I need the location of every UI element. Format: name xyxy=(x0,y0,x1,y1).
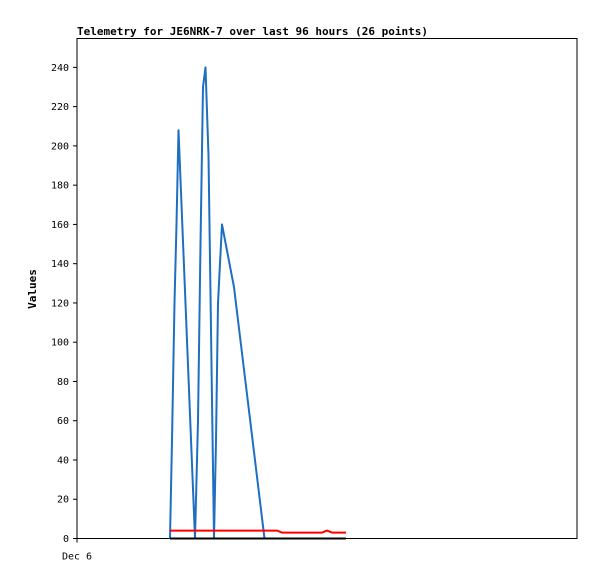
y-tick-label: 40 xyxy=(57,455,69,466)
y-axis: 0 20 40 60 80 100 120 140 160 180 200 220 240 xyxy=(51,63,77,545)
y-tick-label: 60 xyxy=(57,416,69,427)
series-line-2 xyxy=(170,529,346,534)
y-tick-label: 180 xyxy=(51,181,69,192)
y-tick-label: 80 xyxy=(57,377,69,388)
series-layer xyxy=(169,66,346,540)
y-tick-label: 120 xyxy=(51,298,69,309)
y-tick-label: 100 xyxy=(51,338,69,349)
y-tick-label: 240 xyxy=(51,63,69,74)
x-tick-label: Dec 6 xyxy=(62,552,92,563)
x-axis: Dec 6 xyxy=(62,538,92,563)
plot-frame xyxy=(76,38,578,539)
chart-title: Telemetry for JE6NRK-7 over last 96 hour… xyxy=(77,25,428,38)
y-axis-label: Values xyxy=(26,269,39,309)
y-tick-label: 0 xyxy=(63,534,69,545)
y-tick-label: 20 xyxy=(57,495,69,506)
y-tick-label: 200 xyxy=(51,141,69,152)
y-tick-label: 160 xyxy=(51,220,69,231)
y-tick-label: 220 xyxy=(51,102,69,113)
series-line-1 xyxy=(169,66,266,540)
y-tick-label: 140 xyxy=(51,259,69,270)
